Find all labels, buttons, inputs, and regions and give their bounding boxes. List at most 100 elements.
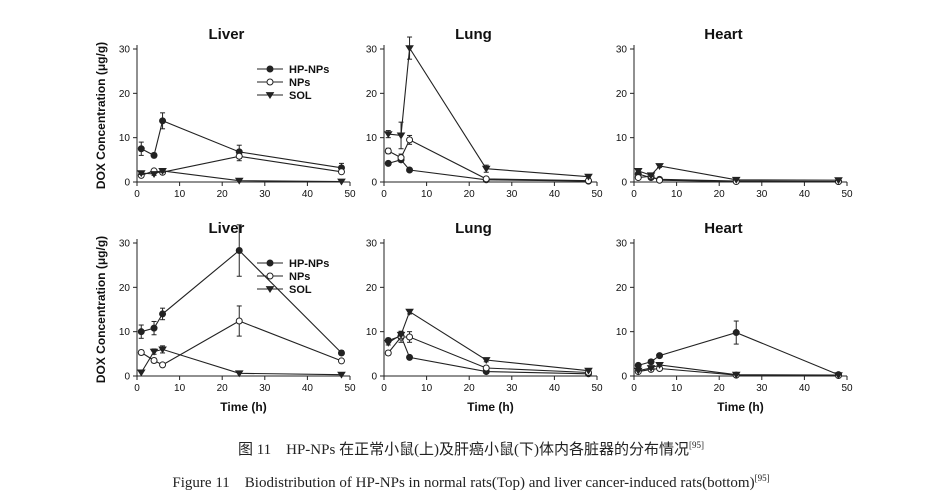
panel-bottom-liver-x-tick-label: 0 [134, 383, 140, 394]
panel-bottom-heart-x-tick-label: 30 [756, 383, 768, 394]
panel-bottom-lung-series-sol-point [396, 331, 406, 339]
panel-top-heart-series-sol-point [646, 172, 656, 180]
panel-top-lung-title: Lung [455, 26, 492, 43]
panel-top-lung-series-hp-nps-point [406, 166, 414, 174]
panel-top-heart-y-tick-label: 30 [616, 45, 628, 56]
panel-bottom-liver-series-hp-nps-point [235, 247, 243, 255]
panel-bottom-lung-x-tick-label: 0 [381, 383, 387, 394]
panel-bottom-lung-y-tick-label: 10 [366, 327, 378, 338]
panel-top-heart-y-tick-label: 0 [621, 178, 627, 189]
panel-bottom-lung-series-nps-point [406, 333, 414, 341]
panel-bottom-heart-x-label: Time (h) [717, 400, 763, 414]
panel-bottom-liver-series-hp-nps-point [159, 310, 167, 318]
panel-top-heart-x-tick-label: 20 [714, 189, 726, 200]
panel-bottom-liver-series-nps-point [137, 349, 145, 357]
panel-top-lung-series-nps-point [406, 136, 414, 144]
panel-bottom-heart-x-tick-label: 40 [799, 383, 811, 394]
panel-top-heart-x-tick-label: 30 [756, 189, 768, 200]
panel-bottom-liver-x-tick-label: 10 [174, 383, 186, 394]
panel-top-lung-x-tick-label: 10 [421, 189, 433, 200]
panel-top-lung-series-nps-point [384, 147, 392, 155]
panel-bottom-liver-series-nps-point [337, 357, 345, 365]
figure-area: 0 10 20 30 40 50 0 10 20 30 Liver DOX Concentration… [94, 26, 853, 414]
panel-top-lung-series-nps-point [482, 175, 490, 183]
panel-top-liver-series-sol-point [337, 178, 346, 186]
panel-bottom-liver-series-sol-point [234, 370, 244, 378]
panel-top-lung-series-sol-line [388, 46, 589, 178]
panel-bottom-lung-y-tick-label: 20 [366, 283, 378, 294]
panel-bottom-liver-y-tick-label: 10 [119, 327, 131, 338]
panel-bottom-liver-series-nps-line [141, 320, 342, 366]
panel-bottom-liver-y-label: DOX Concentration (μg/g) [94, 236, 108, 383]
panel-bottom-lung-title: Lung [455, 220, 492, 237]
panel-bottom-heart-series-hp-nps-point [634, 361, 642, 369]
panel-bottom-lung-x-tick-label: 20 [464, 383, 476, 394]
panel-top-lung-series-sol-point [405, 45, 414, 53]
panel-top-liver-series-nps-point [337, 168, 345, 176]
panel-top-liver-series-sol-point [158, 167, 167, 175]
panel-bottom-liver-y-tick-label: 20 [119, 283, 131, 294]
panel-top-heart-y-tick-label: 10 [616, 133, 628, 144]
panel-bottom-liver-series-hp-nps-point [150, 324, 158, 332]
panel-bottom-liver-x-tick-label: 30 [259, 383, 271, 394]
caption-chinese: 图 11 HP-NPs 在正常小鼠(上)及肝癌小鼠(下)体内各脏器的分布情况[9… [0, 434, 942, 461]
panel-top-liver-x-tick-label: 50 [344, 189, 356, 200]
panel-top-liver-y-label: DOX Concentration (μg/g) [94, 42, 108, 189]
panel-top-liver-series-sol-point [136, 170, 146, 178]
panel-top-liver-legend-hp-nps-label: HP-NPs [289, 64, 329, 76]
caption-english: Figure 11 Biodistribution of HP-NPs in n… [0, 467, 942, 494]
panel-top-liver-title: Liver [209, 26, 245, 43]
panel-top-heart-series-nps-point [656, 176, 664, 184]
panel-bottom-lung-x-tick-label: 50 [591, 383, 603, 394]
panel-bottom-lung-y-tick-label: 0 [371, 372, 377, 383]
panel-bottom-liver-title: Liver [209, 220, 245, 237]
panel-bottom-heart-x-tick-label: 0 [631, 383, 637, 394]
panel-top-lung-series-sol-point [584, 173, 593, 181]
panel-top-heart-x-tick-label: 50 [841, 189, 853, 200]
panel-bottom-liver-y-tick-label: 30 [119, 239, 131, 250]
panel-bottom-liver-series-sol-point [158, 346, 167, 354]
panel-top-heart-x-tick-label: 0 [631, 189, 637, 200]
panel-top-lung-x-tick-label: 0 [381, 189, 387, 200]
panel-bottom-heart-series-sol-point [655, 361, 664, 369]
panel-bottom-liver-series-nps-point [150, 356, 158, 364]
panel-top-lung-x-tick-label: 40 [549, 189, 561, 200]
panel-bottom-heart-y-tick-label: 10 [616, 327, 628, 338]
panel-bottom-liver-legend-nps-marker [266, 272, 274, 280]
panel-bottom-liver-x-label: Time (h) [220, 400, 266, 414]
panel-top-lung-series-sol-point [383, 131, 393, 139]
panel-bottom-heart-series-hp-nps-line [638, 332, 839, 376]
panel-top-liver-series-sol-point [149, 171, 159, 179]
caption-english-ref: [95] [754, 473, 770, 483]
panel-top-liver-series-nps-point [235, 152, 243, 160]
panel-top-liver-x-tick-label: 0 [134, 189, 140, 200]
panel-bottom-liver-legend-sol-label: SOL [289, 284, 312, 296]
panel-bottom-lung-series-sol-point [405, 308, 414, 316]
panel-top-lung-series-nps-point [397, 154, 405, 162]
panel-top-liver-y-tick-label: 20 [119, 89, 131, 100]
panel-bottom-liver-legend-hp-nps-marker [266, 259, 274, 267]
panel-top-lung-y-tick-label: 20 [366, 89, 378, 100]
panel-top-lung-series-sol-point [481, 165, 491, 173]
panel-bottom-lung-x-tick-label: 40 [549, 383, 561, 394]
panel-top-lung-y-tick-label: 10 [366, 133, 378, 144]
panel-bottom-liver-series-hp-nps-point [337, 349, 345, 357]
caption-chinese-ref: [95] [689, 440, 705, 450]
panel-bottom-heart-series-hp-nps-point [656, 352, 664, 360]
panel-top-heart-series-sol-point [655, 163, 664, 171]
panel-top-liver-series-sol-point [234, 177, 244, 185]
panel-top-liver-legend-sol-label: SOL [289, 90, 312, 102]
panel-bottom-liver-x-tick-label: 40 [302, 383, 314, 394]
panel-top-heart-series-sol-point [834, 177, 843, 185]
panel-bottom-heart-series-sol-point [834, 372, 843, 380]
panel-top-liver-series-hp-nps-point [137, 145, 145, 153]
panel-top-heart-y-tick-label: 20 [616, 89, 628, 100]
panel-top-lung-series-hp-nps-point [384, 159, 392, 167]
panel-bottom-liver-x-tick-label: 20 [217, 383, 229, 394]
panel-bottom-lung-x-tick-label: 10 [421, 383, 433, 394]
panel-top-lung-y-tick-label: 0 [371, 178, 377, 189]
panel-bottom-heart-y-tick-label: 30 [616, 239, 628, 250]
panel-bottom-liver-y-tick-label: 0 [124, 372, 130, 383]
panel-top-lung-series-sol-point [396, 132, 406, 140]
panel-bottom-lung-series-sol-point [481, 357, 491, 365]
